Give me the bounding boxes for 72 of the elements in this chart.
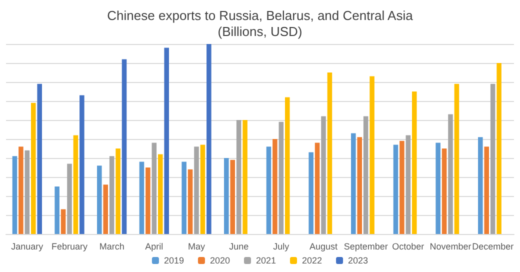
bar bbox=[370, 76, 374, 234]
x-tick-label: August bbox=[309, 242, 338, 252]
bar bbox=[73, 135, 78, 234]
bar bbox=[67, 164, 72, 234]
bar bbox=[18, 146, 24, 234]
chart-subtitle: (Billions, USD) bbox=[218, 24, 302, 39]
bar bbox=[308, 152, 314, 234]
legend-label: 2022 bbox=[302, 256, 322, 266]
bar bbox=[230, 160, 236, 234]
legend-label: 2021 bbox=[256, 256, 276, 266]
bar bbox=[321, 116, 326, 234]
bar bbox=[448, 114, 453, 234]
bar bbox=[400, 140, 404, 234]
bar bbox=[266, 146, 272, 234]
bar bbox=[236, 120, 242, 234]
x-tick-label: July bbox=[273, 242, 290, 252]
x-tick-label: May bbox=[188, 242, 206, 252]
bar bbox=[182, 162, 186, 234]
bar bbox=[80, 95, 84, 234]
bar bbox=[152, 142, 157, 234]
x-tick-label: December bbox=[472, 242, 514, 252]
bar bbox=[242, 120, 248, 234]
chart-title: Chinese exports to Russia, Belarus, and Central Asia bbox=[107, 8, 414, 23]
bar bbox=[406, 135, 411, 234]
bar bbox=[164, 48, 169, 234]
bar bbox=[97, 166, 102, 234]
bar bbox=[200, 144, 206, 234]
bar bbox=[103, 184, 108, 234]
bar bbox=[272, 139, 278, 234]
bar bbox=[478, 137, 483, 234]
x-tick-label: November bbox=[430, 242, 472, 252]
bar bbox=[146, 168, 150, 234]
bar bbox=[284, 97, 290, 234]
x-tick-label: January bbox=[11, 242, 44, 252]
x-tick-label: June bbox=[229, 242, 249, 252]
legend-label: 2019 bbox=[164, 256, 184, 266]
bar bbox=[37, 84, 42, 234]
legend-label: 2020 bbox=[210, 256, 230, 266]
bar bbox=[484, 146, 490, 234]
bar bbox=[54, 186, 60, 234]
bar bbox=[116, 148, 120, 234]
bar bbox=[490, 84, 496, 234]
bar bbox=[60, 209, 66, 234]
bar bbox=[363, 116, 368, 234]
bar bbox=[139, 162, 144, 234]
bar bbox=[224, 158, 229, 234]
bar bbox=[351, 133, 356, 234]
bar bbox=[412, 92, 417, 234]
x-tick-label: March bbox=[99, 242, 124, 252]
bar bbox=[436, 142, 440, 234]
bar bbox=[12, 156, 18, 234]
bar bbox=[327, 72, 332, 234]
bar bbox=[122, 59, 127, 234]
bar bbox=[158, 154, 163, 234]
bar bbox=[314, 142, 320, 234]
bar bbox=[393, 144, 398, 234]
bar bbox=[30, 102, 36, 234]
x-tick-label: February bbox=[51, 242, 88, 252]
x-tick-label: October bbox=[392, 242, 424, 252]
bar bbox=[442, 148, 447, 234]
bar bbox=[194, 146, 199, 234]
x-tick-label: September bbox=[344, 242, 388, 252]
bar bbox=[206, 44, 212, 234]
bar bbox=[357, 137, 362, 234]
bar bbox=[454, 84, 460, 234]
x-tick-label: April bbox=[145, 242, 164, 252]
bar bbox=[278, 122, 284, 234]
bar bbox=[109, 156, 114, 234]
legend-label: 2023 bbox=[348, 256, 368, 266]
bar bbox=[188, 169, 193, 234]
bar bbox=[24, 150, 30, 234]
bar bbox=[496, 63, 502, 234]
